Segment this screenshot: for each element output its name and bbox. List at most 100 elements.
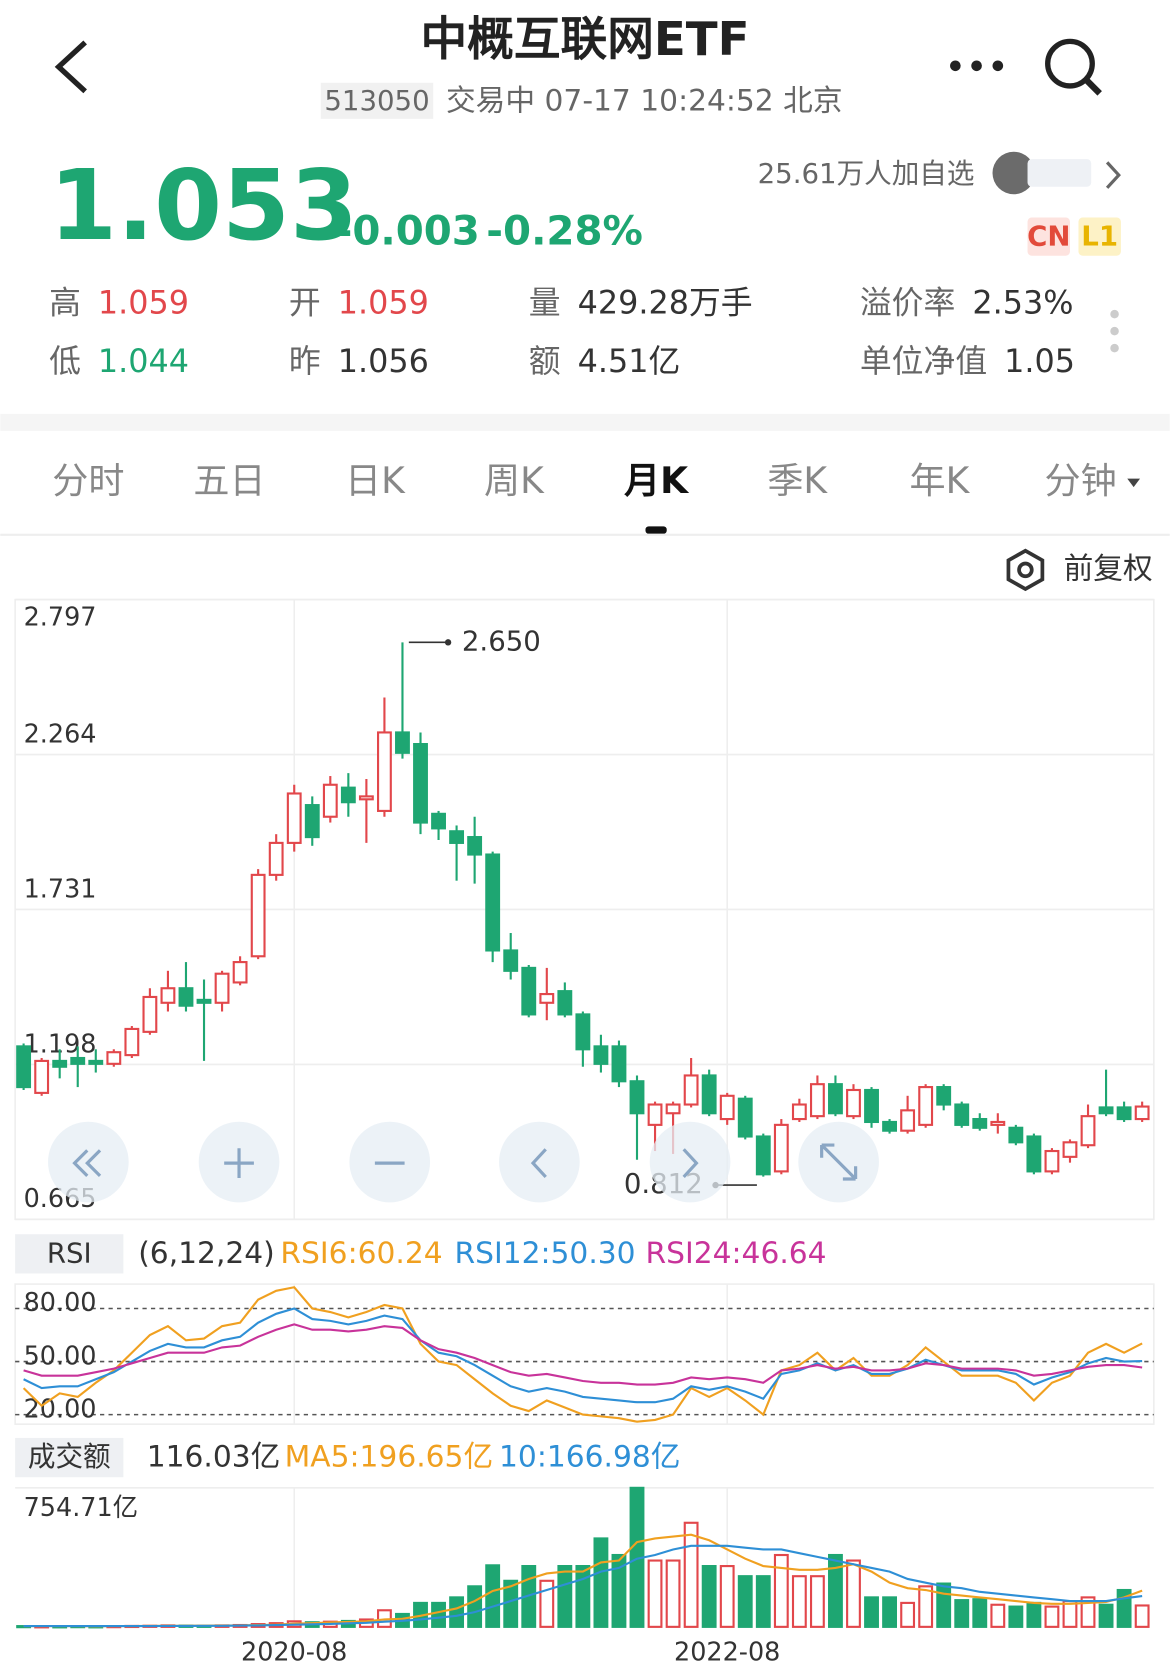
candle-body xyxy=(539,992,555,1004)
volume-bar xyxy=(683,1521,699,1628)
stat: 高 1.059 xyxy=(49,284,189,322)
candle-body xyxy=(124,1027,140,1057)
stat: 溢价率 2.53% xyxy=(860,284,1074,322)
volume-title-box xyxy=(15,1437,124,1478)
candle-body xyxy=(737,1097,753,1138)
candle-body xyxy=(1080,1115,1096,1147)
candle-body xyxy=(322,783,338,818)
chevron[interactable] xyxy=(1105,161,1121,189)
tab[interactable]: 年K xyxy=(910,460,971,502)
badge-box xyxy=(1027,217,1070,256)
candle-body xyxy=(1098,1106,1114,1115)
volume-bar xyxy=(936,1582,952,1628)
adjust-icon[interactable] xyxy=(1006,548,1045,592)
zoom-left-button[interactable] xyxy=(48,1121,129,1203)
volume-bar xyxy=(900,1601,916,1628)
volume-bar xyxy=(665,1559,681,1628)
tab[interactable]: 分时 xyxy=(52,460,124,502)
volume-bar xyxy=(539,1579,555,1628)
tabs: 分时 五日 日K 周K 月K 季K 年K 分钟 xyxy=(52,460,1141,534)
volume-bar xyxy=(557,1565,573,1628)
tab[interactable]: 五日 xyxy=(193,460,265,502)
tab[interactable]: 月K xyxy=(624,460,690,502)
tab[interactable]: 日K xyxy=(345,460,406,502)
stat-value: 1.05 xyxy=(1004,342,1075,380)
rsi-line xyxy=(23,1307,1143,1404)
move-right-button[interactable] xyxy=(649,1121,731,1203)
ma-line xyxy=(23,1544,1143,1628)
legend-entry: RSI24:46.64 xyxy=(645,1236,826,1271)
volume-bar xyxy=(990,1603,1006,1628)
volume-bar xyxy=(1098,1603,1114,1628)
back-button[interactable] xyxy=(54,40,87,94)
y-tick-label: 80.00 xyxy=(24,1288,97,1318)
volume-bar xyxy=(485,1564,501,1628)
stat: 昨 1.056 xyxy=(289,342,429,380)
stat-value: 1.044 xyxy=(98,342,189,380)
legend-entry: RSI6:60.24 xyxy=(280,1236,442,1271)
candle-body xyxy=(1008,1126,1024,1144)
tab[interactable]: 周K xyxy=(484,460,545,502)
volume-bar xyxy=(647,1559,663,1628)
stat-label: 开 xyxy=(289,284,321,322)
legend-entry: MA5:196.65亿 xyxy=(285,1440,494,1475)
rsi-title: RSI xyxy=(47,1236,92,1269)
zoom-out-button[interactable] xyxy=(349,1121,431,1203)
rsi-line xyxy=(23,1323,1143,1386)
candle-body xyxy=(1062,1141,1078,1158)
volume-bar xyxy=(467,1585,483,1628)
stat-label: 昨 xyxy=(289,342,321,380)
fullscreen-button[interactable] xyxy=(798,1121,879,1203)
badge-box xyxy=(1078,217,1121,256)
candle-body xyxy=(449,830,465,844)
candle-body xyxy=(611,1045,627,1083)
candle-body xyxy=(268,841,284,876)
candle-body xyxy=(521,966,537,1016)
candle-body xyxy=(773,1123,789,1173)
more-button[interactable] xyxy=(950,60,1004,72)
candle-body xyxy=(719,1094,735,1121)
candle-body xyxy=(954,1103,970,1126)
stat-label: 额 xyxy=(529,342,561,380)
volume-bar xyxy=(1080,1596,1096,1628)
candle-body xyxy=(882,1120,898,1132)
rsi-line xyxy=(22,1286,1143,1423)
adjust-label[interactable]: 前复权 xyxy=(1064,551,1153,586)
move-left-button[interactable] xyxy=(499,1121,580,1203)
zoom-in-button[interactable] xyxy=(198,1121,280,1203)
candle-body xyxy=(250,873,266,958)
volume-bar xyxy=(882,1596,898,1628)
badge: CN xyxy=(1027,220,1070,253)
tab[interactable]: 季K xyxy=(767,460,828,502)
volume-bar xyxy=(611,1553,627,1628)
stat-label: 低 xyxy=(49,342,81,380)
candle-body xyxy=(286,792,302,844)
candle-body xyxy=(340,786,356,804)
change-pct: -0.28% xyxy=(486,207,643,254)
code: 513050 xyxy=(324,84,429,117)
followers[interactable]: 25.61万人加自选 xyxy=(758,157,975,190)
candle-body xyxy=(900,1109,916,1132)
stats-more[interactable] xyxy=(1110,309,1119,353)
volume-bar xyxy=(828,1553,843,1628)
candle-body xyxy=(467,836,483,856)
volume-bar xyxy=(575,1565,591,1628)
stat: 单位净值 1.05 xyxy=(860,342,1075,380)
rsi-frame xyxy=(14,1283,1155,1425)
volume-bar xyxy=(809,1575,825,1628)
volume-bar xyxy=(972,1598,988,1628)
search-button[interactable] xyxy=(1045,38,1102,96)
stat: 低 1.044 xyxy=(49,342,189,380)
tab[interactable]: 分钟 xyxy=(1045,460,1117,502)
candle-body xyxy=(304,804,320,839)
volume-bar xyxy=(1008,1605,1024,1628)
volume-bar xyxy=(954,1599,970,1628)
avatar-banner xyxy=(1027,159,1092,187)
candle-body xyxy=(431,812,446,830)
candle-body xyxy=(972,1117,988,1129)
chart-controls xyxy=(48,1121,879,1203)
volume-bar xyxy=(755,1575,771,1628)
stat-label: 单位净值 xyxy=(860,342,987,380)
annotation-dot xyxy=(444,639,452,646)
